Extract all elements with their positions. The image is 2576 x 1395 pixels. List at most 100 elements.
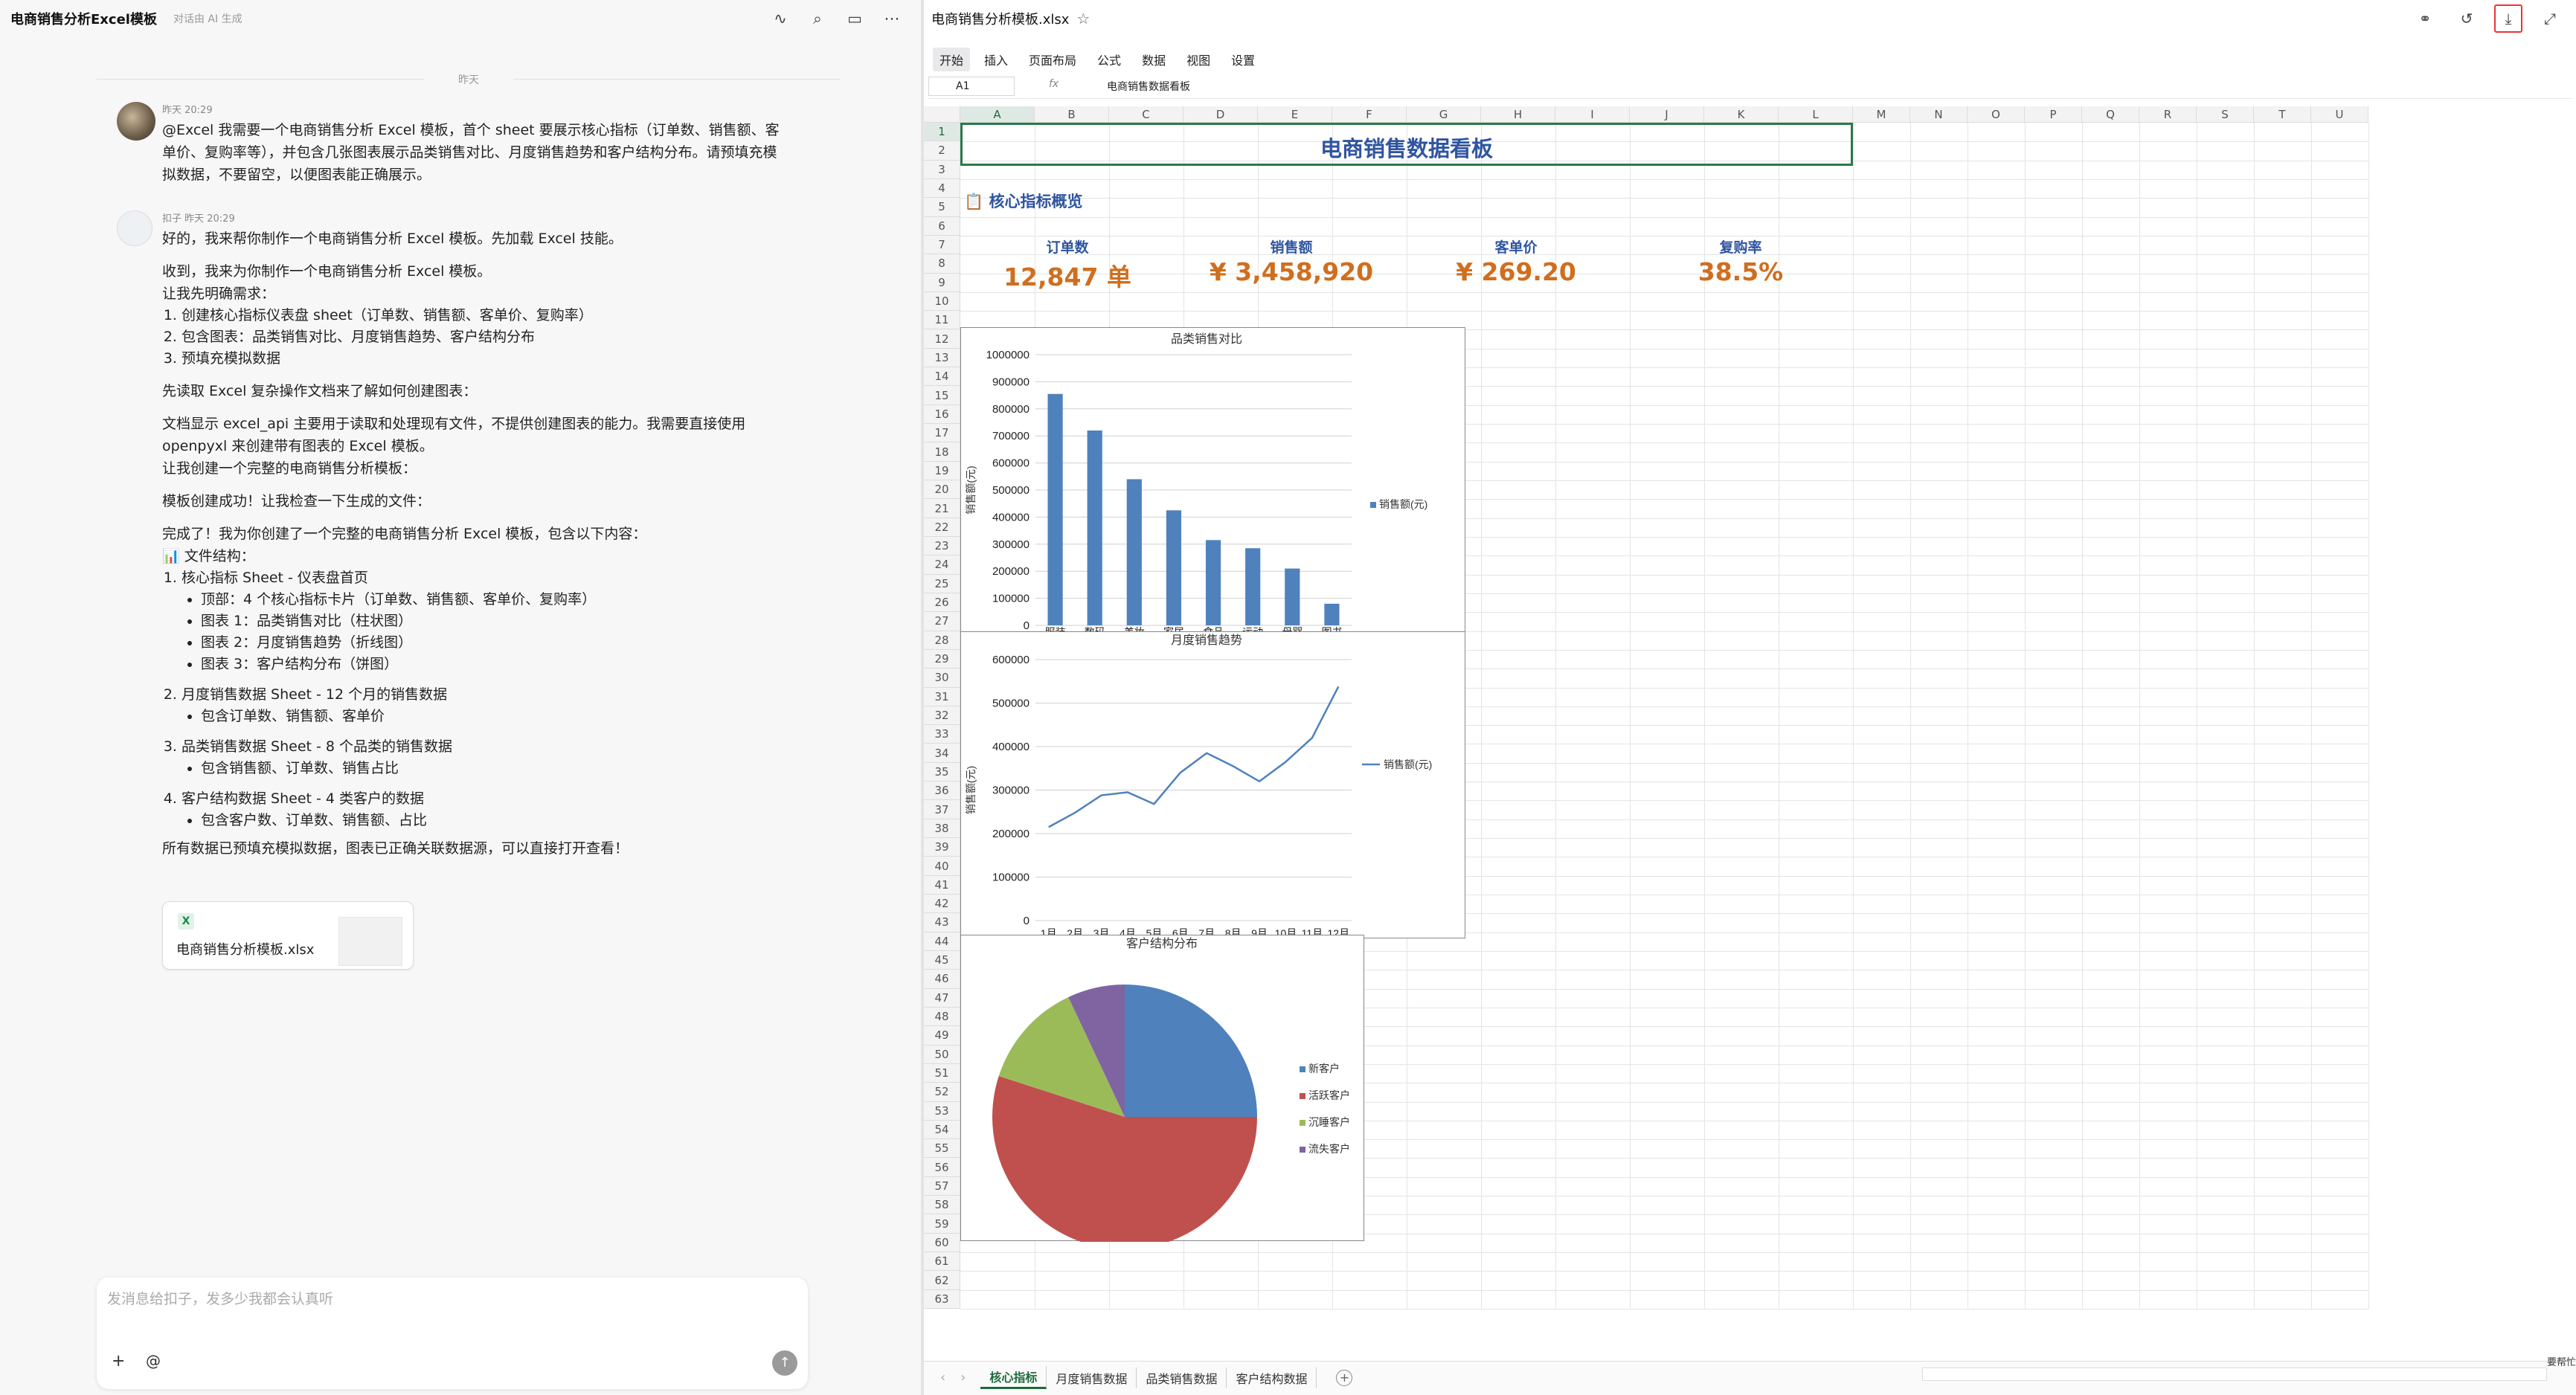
row-header[interactable]: 21: [924, 499, 960, 518]
search-icon[interactable]: ⌕: [813, 9, 822, 28]
column-header[interactable]: H: [1481, 106, 1555, 123]
column-header[interactable]: L: [1779, 106, 1853, 123]
select-all-corner[interactable]: [924, 106, 960, 123]
tab-formulas[interactable]: 公式: [1097, 54, 1122, 68]
tab-view[interactable]: 视图: [1186, 54, 1211, 68]
row-header[interactable]: 40: [924, 857, 960, 876]
row-header[interactable]: 26: [924, 593, 960, 613]
selected-cell-a1[interactable]: [960, 123, 1853, 166]
row-header[interactable]: 19: [924, 461, 960, 481]
row-header[interactable]: 8: [924, 254, 960, 274]
tab-scroll-left-icon[interactable]: ‹: [940, 1370, 946, 1385]
formula-input[interactable]: 电商销售数据看板: [1107, 81, 1190, 93]
row-header[interactable]: 44: [924, 932, 960, 951]
row-header[interactable]: 15: [924, 386, 960, 405]
row-header[interactable]: 25: [924, 574, 960, 593]
bar-chart[interactable]: 品类销售对比 1000000 900000 800000 700000 600000 500…: [960, 327, 1465, 638]
row-header[interactable]: 12: [924, 329, 960, 349]
row-header[interactable]: 55: [924, 1139, 960, 1159]
row-header[interactable]: 63: [924, 1289, 960, 1309]
row-header[interactable]: 48: [924, 1007, 960, 1027]
row-header[interactable]: 61: [924, 1252, 960, 1272]
horizontal-scrollbar[interactable]: [1922, 1367, 2547, 1381]
row-header[interactable]: 16: [924, 405, 960, 425]
column-header[interactable]: R: [2139, 106, 2197, 123]
row-header[interactable]: 59: [924, 1214, 960, 1234]
row-header[interactable]: 11: [924, 311, 960, 330]
row-header[interactable]: 9: [924, 273, 960, 292]
row-header[interactable]: 58: [924, 1196, 960, 1215]
row-header[interactable]: 53: [924, 1101, 960, 1121]
row-header[interactable]: 4: [924, 178, 960, 199]
download-icon[interactable]: ⤓: [2494, 4, 2522, 33]
column-header[interactable]: J: [1630, 106, 1704, 123]
row-header[interactable]: 34: [924, 744, 960, 763]
row-header[interactable]: 17: [924, 424, 960, 443]
column-header[interactable]: P: [2025, 106, 2082, 123]
row-header[interactable]: 29: [924, 649, 960, 669]
row-header[interactable]: 50: [924, 1045, 960, 1064]
row-header[interactable]: 32: [924, 706, 960, 726]
column-header[interactable]: D: [1183, 106, 1258, 123]
line-chart[interactable]: 月度销售趋势 600000 500000 400000 300000 200000 1000…: [960, 631, 1465, 939]
column-header[interactable]: C: [1109, 106, 1183, 123]
row-header[interactable]: 6: [924, 216, 960, 236]
column-header[interactable]: I: [1555, 106, 1630, 123]
send-button[interactable]: ↑: [772, 1350, 797, 1376]
row-header[interactable]: 37: [924, 800, 960, 819]
tab-scroll-right-icon[interactable]: ›: [960, 1370, 966, 1385]
row-header[interactable]: 49: [924, 1026, 960, 1046]
row-header[interactable]: 60: [924, 1233, 960, 1253]
expand-icon[interactable]: ⤢: [2544, 10, 2556, 28]
row-header[interactable]: 18: [924, 442, 960, 462]
row-header[interactable]: 24: [924, 555, 960, 575]
column-header[interactable]: Q: [2082, 106, 2139, 123]
row-header[interactable]: 10: [924, 291, 960, 312]
row-header[interactable]: 13: [924, 348, 960, 368]
name-box[interactable]: A1: [928, 77, 1015, 96]
folder-icon[interactable]: ▭: [847, 10, 862, 28]
row-header[interactable]: 1: [924, 123, 960, 142]
column-header[interactable]: K: [1704, 106, 1779, 123]
row-header[interactable]: 22: [924, 518, 960, 537]
sheet-tab-category[interactable]: 品类销售数据: [1137, 1367, 1227, 1388]
row-header[interactable]: 42: [924, 895, 960, 914]
plus-icon[interactable]: +: [112, 1352, 126, 1370]
row-header[interactable]: 51: [924, 1063, 960, 1083]
sheet-grid[interactable]: A B C D E F G H I J K L M N O P Q R S T U 1 2 3 4 5 6 7 8 9 10 11 12 13 14…: [924, 106, 2576, 1311]
row-header[interactable]: 2: [924, 141, 960, 161]
row-header[interactable]: 45: [924, 950, 960, 970]
history-icon[interactable]: ↺: [2460, 10, 2473, 28]
row-header[interactable]: 7: [924, 235, 960, 255]
column-header[interactable]: T: [2254, 106, 2311, 123]
column-header[interactable]: E: [1258, 106, 1332, 123]
row-header[interactable]: 36: [924, 782, 960, 801]
row-header[interactable]: 43: [924, 913, 960, 932]
sheet-tab-monthly[interactable]: 月度销售数据: [1047, 1367, 1137, 1388]
pie-chart[interactable]: 客户结构分布 新客户 活跃客户 沉睡客户 流失客户: [960, 935, 1364, 1249]
row-header[interactable]: 38: [924, 819, 960, 839]
row-header[interactable]: 14: [924, 367, 960, 387]
tab-insert[interactable]: 插入: [984, 54, 1009, 68]
column-header[interactable]: G: [1407, 106, 1481, 123]
row-header[interactable]: 41: [924, 875, 960, 895]
tab-page-layout[interactable]: 页面布局: [1029, 54, 1077, 68]
tab-data[interactable]: 数据: [1142, 54, 1166, 68]
row-header[interactable]: 52: [924, 1083, 960, 1102]
row-header[interactable]: 27: [924, 612, 960, 631]
column-header[interactable]: O: [1968, 106, 2025, 123]
row-header[interactable]: 62: [924, 1271, 960, 1290]
file-card[interactable]: X 电商销售分析模板.xlsx: [162, 901, 414, 970]
tab-settings[interactable]: 设置: [1231, 54, 1256, 68]
row-header[interactable]: 57: [924, 1176, 960, 1196]
row-header[interactable]: 39: [924, 838, 960, 857]
column-header[interactable]: A: [960, 106, 1035, 123]
star-icon[interactable]: ☆: [1076, 10, 1091, 28]
row-header[interactable]: 30: [924, 668, 960, 688]
row-header[interactable]: 47: [924, 988, 960, 1008]
sheet-tab-core[interactable]: 核心指标: [980, 1366, 1047, 1389]
column-header[interactable]: U: [2311, 106, 2368, 123]
add-sheet-button[interactable]: +: [1336, 1369, 1353, 1386]
row-header[interactable]: 20: [924, 480, 960, 500]
column-header[interactable]: N: [1910, 106, 1968, 123]
